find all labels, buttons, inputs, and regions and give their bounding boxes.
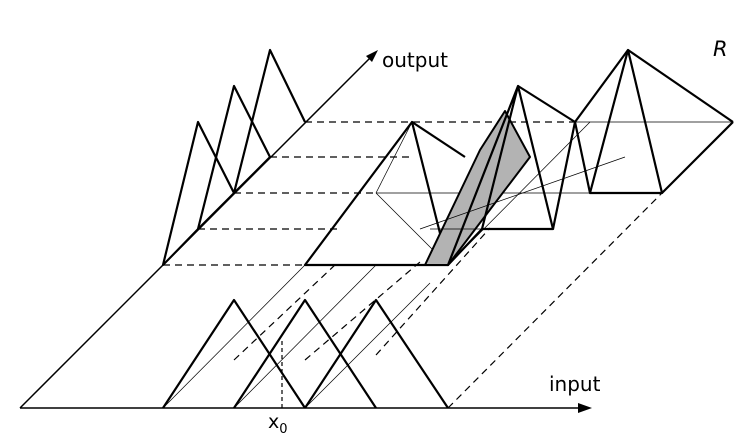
- pyramid-3-left-edge: [574, 49, 629, 123]
- pyramid-2-edge: [551, 121, 577, 230]
- input-mf-1: [162, 298, 306, 409]
- output-membership-functions: [161, 48, 306, 266]
- output-mf-1: [161, 120, 235, 266]
- input-axis-arrowhead-icon: [578, 403, 592, 413]
- proj-thin-1: [162, 264, 306, 409]
- proj-thin-3: [304, 282, 431, 409]
- output-shaded-region: [162, 156, 271, 266]
- x0-subscript: 0: [279, 422, 287, 437]
- relation-label: R: [713, 37, 728, 61]
- pyramid-1-front-face: [303, 120, 450, 267]
- pyramid-1-ridge: [411, 121, 466, 158]
- pyramid-2-diag: [447, 121, 591, 266]
- pyramid-2-ridge: [517, 85, 576, 123]
- pyramid-2-left-face: [446, 84, 520, 267]
- proj-diag-3: [375, 227, 491, 356]
- input-mf-3: [304, 298, 449, 409]
- x0-label: x0: [268, 411, 288, 437]
- proj-diag-2: [304, 261, 421, 361]
- proj-thin-2: [233, 264, 377, 409]
- input-mf-2: [233, 298, 377, 409]
- pyramid-3-front-left: [573, 121, 592, 194]
- input-axis-label: input: [549, 372, 601, 396]
- x0-main: x: [268, 411, 279, 433]
- proj-diag-4: [447, 192, 663, 409]
- pyramid-3-ridge: [627, 49, 734, 123]
- output-axis-label: output: [382, 48, 448, 72]
- diagonal-projection-lines: [162, 192, 663, 409]
- pyramid-3-front-face: [588, 48, 664, 195]
- output-mf-2: [196, 84, 271, 230]
- relation-pyramids: [303, 48, 734, 267]
- pyramid-1-back-edge: [375, 121, 413, 194]
- output-level-lines: [163, 121, 575, 266]
- output-axis-arrowhead-icon: [366, 50, 378, 62]
- output-mf-3: [232, 48, 306, 194]
- pyramid-3-right-edge: [661, 121, 734, 194]
- proj-diag-1: [233, 263, 337, 361]
- input-membership-functions: [162, 298, 449, 409]
